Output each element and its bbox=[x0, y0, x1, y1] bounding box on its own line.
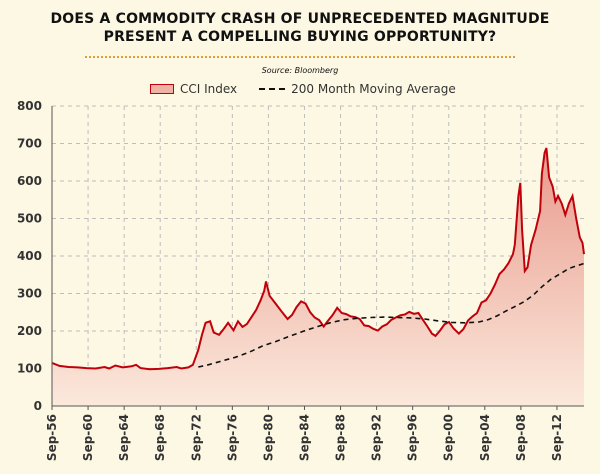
chart-legend: CCI Index 200 Month Moving Average bbox=[150, 80, 456, 98]
y-tick-label-8: 800 bbox=[17, 99, 42, 113]
x-tick-label-2: Sep-64 bbox=[117, 414, 131, 461]
cci-index-area bbox=[52, 148, 584, 406]
legend-item-cci: CCI Index bbox=[150, 82, 237, 96]
legend-label-moving-average: 200 Month Moving Average bbox=[291, 82, 456, 96]
title-divider bbox=[85, 56, 515, 58]
y-tick-label-0: 0 bbox=[34, 399, 42, 413]
y-tick-label-1: 100 bbox=[17, 362, 42, 376]
x-tick-label-6: Sep-80 bbox=[261, 414, 275, 461]
x-tick-label-1: Sep-60 bbox=[81, 414, 95, 461]
y-tick-label-5: 500 bbox=[17, 212, 42, 226]
legend-label-cci: CCI Index bbox=[180, 82, 238, 96]
x-tick-label-5: Sep-76 bbox=[225, 414, 239, 461]
chart-title-line-2: PRESENT A COMPELLING BUYING OPPORTUNITY? bbox=[103, 29, 497, 45]
x-tick-label-7: Sep-84 bbox=[297, 414, 311, 461]
x-tick-label-14: Sep-12 bbox=[550, 414, 564, 461]
legend-swatch-moving-average bbox=[259, 88, 286, 90]
x-tick-label-9: Sep-92 bbox=[370, 414, 384, 461]
cci-index-line bbox=[51, 147, 585, 371]
x-tick-label-10: Sep-96 bbox=[406, 414, 420, 461]
x-tick-label-8: Sep-88 bbox=[334, 414, 348, 461]
y-tick-label-6: 600 bbox=[17, 174, 42, 188]
chart-title-line-1: DOES A COMMODITY CRASH OF UNPRECEDENTED … bbox=[50, 11, 550, 27]
y-tick-label-7: 700 bbox=[17, 137, 42, 151]
y-tick-label-3: 300 bbox=[17, 287, 42, 301]
x-tick-label-11: Sep-00 bbox=[442, 414, 456, 461]
legend-swatch-cci bbox=[150, 84, 174, 94]
y-tick-label-4: 400 bbox=[17, 249, 42, 263]
chart-title: DOES A COMMODITY CRASH OF UNPRECEDENTED … bbox=[0, 10, 600, 46]
x-tick-label-4: Sep-72 bbox=[189, 414, 203, 461]
legend-item-moving-average: 200 Month Moving Average bbox=[237, 82, 456, 96]
x-tick-label-0: Sep-56 bbox=[45, 414, 59, 461]
y-tick-labels: 0 100 200 300 400 500 600 700 800 bbox=[17, 99, 42, 413]
moving-average-line bbox=[198, 262, 585, 368]
x-tick-label-3: Sep-68 bbox=[153, 414, 167, 461]
chart-source: Source: Bloomberg bbox=[261, 66, 339, 75]
x-tick-labels: Sep-56 Sep-60 Sep-64 Sep-68 Sep-72 Sep-76 Sep-… bbox=[45, 406, 564, 461]
x-tick-label-13: Sep-08 bbox=[514, 414, 528, 461]
x-tick-label-12: Sep-04 bbox=[478, 414, 492, 461]
y-tick-label-2: 200 bbox=[17, 324, 42, 338]
